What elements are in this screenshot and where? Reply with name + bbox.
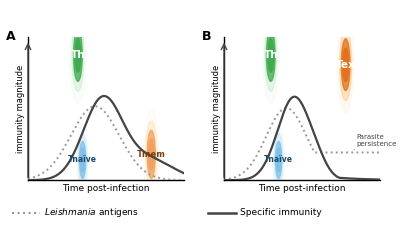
- Ellipse shape: [338, 17, 354, 113]
- Ellipse shape: [276, 148, 281, 172]
- Ellipse shape: [80, 141, 86, 178]
- Y-axis label: immunity magnitude: immunity magnitude: [212, 64, 221, 153]
- Ellipse shape: [75, 39, 81, 72]
- Ellipse shape: [147, 130, 155, 178]
- Ellipse shape: [78, 134, 87, 186]
- Text: Th: Th: [71, 50, 85, 61]
- Text: Tnaïve: Tnaïve: [264, 155, 293, 164]
- Text: B: B: [202, 30, 212, 43]
- Ellipse shape: [77, 125, 88, 195]
- Y-axis label: immunity magnitude: immunity magnitude: [16, 64, 25, 153]
- Ellipse shape: [343, 48, 348, 82]
- Text: Th: Th: [264, 50, 278, 61]
- Text: Parasite
persistence: Parasite persistence: [357, 134, 397, 147]
- X-axis label: Time post-infection: Time post-infection: [62, 184, 150, 193]
- Ellipse shape: [149, 139, 154, 170]
- Ellipse shape: [266, 30, 275, 81]
- Ellipse shape: [274, 134, 283, 186]
- Ellipse shape: [70, 7, 86, 103]
- Text: Specific immunity: Specific immunity: [240, 208, 322, 217]
- Text: $\mathit{Leishmania}$ antigens: $\mathit{Leishmania}$ antigens: [44, 206, 139, 219]
- Ellipse shape: [340, 29, 352, 101]
- Ellipse shape: [74, 30, 82, 81]
- Text: Tex: Tex: [336, 60, 356, 70]
- Ellipse shape: [273, 125, 284, 195]
- Text: Tnaïve: Tnaïve: [68, 155, 97, 164]
- Ellipse shape: [144, 110, 159, 199]
- Ellipse shape: [276, 141, 282, 178]
- Ellipse shape: [80, 148, 85, 172]
- X-axis label: Time post-infection: Time post-infection: [258, 184, 346, 193]
- Ellipse shape: [265, 19, 277, 91]
- Ellipse shape: [341, 39, 350, 91]
- Ellipse shape: [146, 121, 157, 188]
- Text: Tmem: Tmem: [137, 150, 166, 159]
- Text: A: A: [6, 30, 16, 43]
- Ellipse shape: [263, 7, 279, 103]
- Ellipse shape: [72, 19, 84, 91]
- Ellipse shape: [268, 39, 274, 72]
